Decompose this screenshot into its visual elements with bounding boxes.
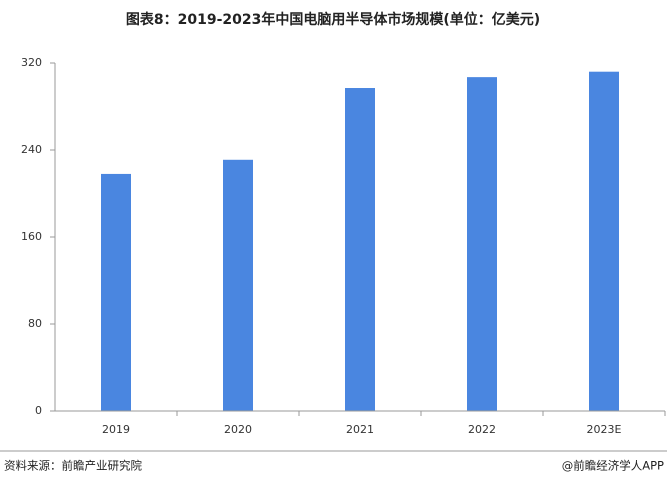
x-tick-label: 2020	[224, 423, 252, 436]
y-tick-label: 240	[21, 143, 42, 156]
x-tick-label: 2023E	[587, 423, 622, 436]
y-tick-label: 0	[35, 404, 42, 417]
y-tick-label: 320	[21, 56, 42, 69]
x-tick-label: 2019	[102, 423, 130, 436]
chart-title: 图表8：2019-2023年中国电脑用半导体市场规模(单位：亿美元)	[126, 11, 540, 28]
bar	[589, 71, 619, 411]
bar	[223, 159, 253, 411]
y-tick-label: 160	[21, 230, 42, 243]
x-tick-label: 2022	[468, 423, 496, 436]
bar	[101, 173, 131, 411]
y-tick-label: 80	[28, 317, 42, 330]
source: 资料来源：前瞻产业研究院	[4, 459, 142, 473]
credit: @前瞻经济学人APP	[562, 459, 664, 473]
x-tick-label: 2021	[346, 423, 374, 436]
bar	[467, 77, 497, 411]
bar	[345, 88, 375, 411]
